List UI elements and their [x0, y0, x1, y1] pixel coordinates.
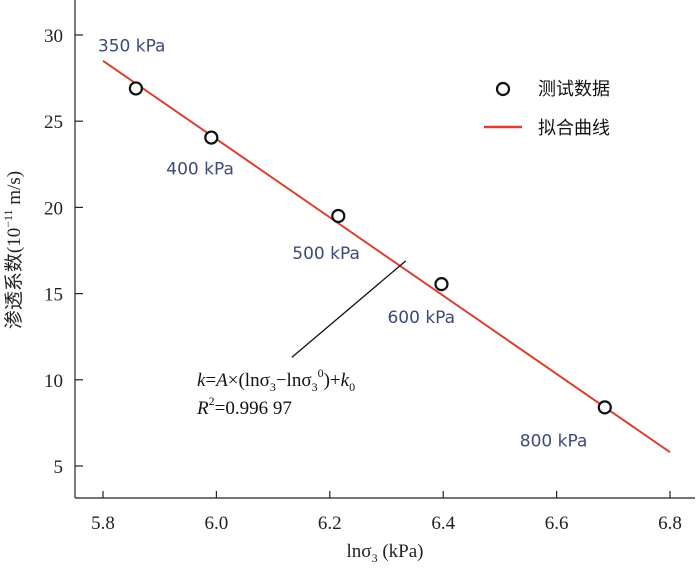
legend-label-fit-line: 拟合曲线 — [538, 118, 610, 139]
point-label: 500 kPa — [292, 244, 360, 264]
y-tick-label: 15 — [44, 285, 63, 306]
data-point — [128, 81, 143, 96]
point-label: 350 kPa — [98, 36, 166, 56]
formula-sub3a: 3 — [270, 380, 276, 394]
x-tick-label: 5.8 — [91, 513, 115, 534]
y-ticks: 5 10 15 20 25 30 — [44, 26, 83, 478]
point-label: 400 kPa — [166, 160, 234, 180]
formula-eq: = — [205, 370, 216, 391]
x-tick-label: 6.2 — [318, 513, 342, 534]
data-point — [204, 130, 219, 145]
y-tick-label: 20 — [44, 198, 63, 219]
x-axis-title-unit: (kPa) — [378, 541, 424, 562]
point-labels: 350 kPa 400 kPa 500 kPa 600 kPa 800 kPa — [98, 36, 588, 451]
formula-times: ×(lnσ — [228, 370, 270, 391]
legend-label-test-data: 测试数据 — [538, 79, 610, 100]
y-axis-title-main: 渗透系数(10 — [3, 228, 25, 329]
data-point — [331, 208, 346, 224]
legend-marker-test-data — [495, 81, 511, 97]
y-tick-label: 10 — [44, 371, 63, 392]
plot-frame — [74, 0, 695, 499]
x-tick-label: 6.8 — [658, 513, 682, 534]
formula-k2: k — [341, 370, 350, 391]
y-tick-label: 25 — [44, 112, 63, 133]
x-tick-label: 6.6 — [545, 513, 569, 534]
legend: 测试数据 拟合曲线 — [484, 79, 610, 139]
formula-sub3b: 3 — [312, 380, 318, 394]
formula-R: R — [196, 398, 209, 419]
formula-sup2: 2 — [209, 394, 215, 408]
data-point — [597, 400, 612, 415]
formula-sub0: 0 — [349, 380, 355, 394]
data-points — [128, 81, 612, 415]
formula-A: A — [214, 370, 228, 391]
fit-line — [102, 60, 671, 454]
y-axis-title: 渗透系数(10−11 m/s) — [1, 171, 25, 329]
x-axis-title: lnσ3 (kPa) — [347, 541, 424, 565]
x-axis-title-main: lnσ — [347, 541, 372, 562]
formula-sup0: 0 — [318, 366, 324, 380]
x-ticks: 5.8 6.0 6.2 6.4 6.6 6.8 — [91, 491, 682, 534]
formula-annotation: k=A×(lnσ3−lnσ30)+k0 R2=0.996 97 — [196, 366, 355, 419]
formula-k: k — [197, 370, 206, 391]
formula-equation: k=A×(lnσ3−lnσ30)+k0 — [197, 366, 355, 394]
formula-r2: R2=0.996 97 — [196, 394, 292, 419]
y-axis-title-sup: −11 — [1, 209, 15, 227]
formula-close: )+ — [324, 370, 341, 391]
formula-minus: −lnσ — [276, 370, 312, 391]
annotation-pointer — [291, 260, 407, 358]
y-tick-label: 5 — [54, 457, 64, 478]
x-tick-label: 6.4 — [431, 513, 455, 534]
x-axis-title-sub: 3 — [372, 551, 378, 565]
x-tick-label: 6.0 — [205, 513, 229, 534]
data-point — [434, 277, 449, 292]
formula-r2-value: =0.996 97 — [215, 398, 292, 419]
point-label: 800 kPa — [520, 431, 588, 451]
y-axis-title-unit: m/s) — [4, 171, 25, 210]
y-tick-label: 30 — [44, 26, 63, 47]
point-label: 600 kPa — [387, 308, 455, 328]
